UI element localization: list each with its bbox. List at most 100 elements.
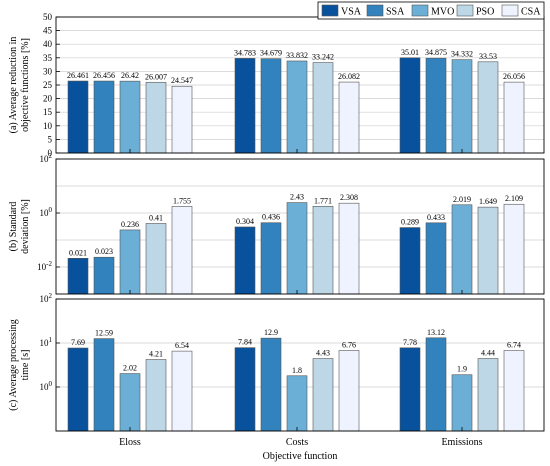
data-label: 2.109 xyxy=(505,194,523,203)
bar-csa-emissions xyxy=(503,203,525,295)
bar-mvo-emissions xyxy=(451,59,473,154)
bar-ssa-eloss xyxy=(93,80,115,154)
bar-mvo-eloss xyxy=(119,80,141,154)
bar-vsa-eloss xyxy=(67,258,89,295)
bar-pso-emissions xyxy=(477,358,499,432)
bar-pso-emissions xyxy=(477,206,499,295)
bar-csa-emissions xyxy=(503,350,525,432)
data-label: 0.289 xyxy=(401,218,419,227)
y-axis-label-line: deviation [%] xyxy=(20,199,31,254)
data-label: 7.84 xyxy=(238,338,252,347)
bar-csa-costs xyxy=(338,202,360,295)
bar-mvo-costs xyxy=(286,60,308,154)
legend-label: VSA xyxy=(341,7,362,18)
legend-label: PSO xyxy=(476,7,494,18)
bar-ssa-costs xyxy=(260,58,282,154)
y-tick-label: 102 xyxy=(40,292,53,304)
bar-pso-eloss xyxy=(145,359,167,432)
legend-label: MVO xyxy=(431,7,454,18)
bar-pso-costs xyxy=(312,358,334,432)
y-tick-label: 45 xyxy=(43,26,53,36)
legend-swatch xyxy=(321,4,339,17)
y-axis-label: (b) Standarddeviation [%] xyxy=(8,199,31,254)
y-tick-label: 50 xyxy=(43,12,53,22)
y-tick-label: 40 xyxy=(43,39,53,49)
bar-vsa-costs xyxy=(234,226,256,295)
data-label: 26.082 xyxy=(338,72,360,81)
data-label: 6.74 xyxy=(507,341,521,350)
data-label: 33.832 xyxy=(286,51,308,60)
bar-pso-emissions xyxy=(477,61,499,154)
legend-swatch xyxy=(411,4,429,17)
bar-pso-eloss xyxy=(145,81,167,154)
y-tick-label: 20 xyxy=(43,94,53,104)
y-tick-label: 0 xyxy=(48,148,53,158)
data-label: 1.9 xyxy=(457,365,467,374)
bar-ssa-emissions xyxy=(425,57,447,154)
data-label: 24.547 xyxy=(171,76,193,85)
bar-mvo-emissions xyxy=(451,204,473,295)
y-tick-label: 30 xyxy=(43,66,53,76)
y-tick-label: 10-2 xyxy=(37,260,52,272)
data-label: 6.54 xyxy=(175,341,189,350)
bar-ssa-emissions xyxy=(425,222,447,295)
data-label: 1.755 xyxy=(173,196,191,205)
bar-vsa-eloss xyxy=(67,80,89,154)
bar-vsa-emissions xyxy=(399,227,421,295)
data-label: 6.76 xyxy=(342,340,356,349)
data-label: 26.056 xyxy=(503,72,525,81)
data-label: 4.43 xyxy=(316,349,330,358)
bar-csa-eloss xyxy=(171,206,193,295)
bar-mvo-eloss xyxy=(119,373,141,432)
bar-pso-costs xyxy=(312,62,334,154)
data-label: 0.021 xyxy=(69,248,87,257)
data-label: 1.771 xyxy=(314,196,332,205)
data-label: 2.02 xyxy=(123,364,137,373)
bar-ssa-costs xyxy=(260,222,282,295)
data-label: 34.875 xyxy=(425,48,447,57)
bar-csa-eloss xyxy=(171,85,193,154)
data-label: 2.019 xyxy=(453,195,471,204)
data-label: 13.12 xyxy=(427,328,445,337)
y-axis-label: (a) Average reduction inobjective functi… xyxy=(8,37,31,134)
bar-vsa-costs xyxy=(234,58,256,154)
data-label: 2.308 xyxy=(340,193,358,202)
data-label: 33.53 xyxy=(479,52,497,61)
data-label: 0.236 xyxy=(121,220,139,229)
data-label: 12.9 xyxy=(264,328,278,337)
bar-ssa-eloss xyxy=(93,338,115,432)
y-tick-label: 101 xyxy=(40,336,53,348)
y-axis-label: (c) Average processingtime [s] xyxy=(8,319,31,410)
panel-b: 10-2 100 102 0.021 0.304 0.289 0.023 0.436 0.433… xyxy=(8,152,545,295)
legend-label: SSA xyxy=(386,7,405,18)
legend-swatch xyxy=(456,4,474,17)
y-tick-label: 15 xyxy=(43,107,53,117)
bar-pso-eloss xyxy=(145,223,167,295)
bar-mvo-emissions xyxy=(451,374,473,432)
data-label: 2.43 xyxy=(290,193,304,202)
y-axis-label-line: time [s] xyxy=(20,350,31,381)
y-tick-label: 10 xyxy=(43,121,53,131)
data-label: 4.21 xyxy=(149,350,163,359)
data-label: 12.59 xyxy=(95,329,113,338)
data-label: 34.332 xyxy=(451,50,473,59)
y-tick-label: 102 xyxy=(40,152,53,164)
y-axis-label-line: (a) Average reduction in xyxy=(8,37,19,134)
data-label: 26.007 xyxy=(145,72,167,81)
panel-a: 0 5 10 15 20 25 30 35 40 45 50 26.461 34.783 35.01 26.… xyxy=(8,12,545,158)
data-label: 1.8 xyxy=(292,366,302,375)
data-label: 7.69 xyxy=(71,338,85,347)
bar-csa-eloss xyxy=(171,350,193,432)
y-axis-label-line: (c) Average processing xyxy=(8,319,19,410)
data-label: 35.01 xyxy=(401,48,419,57)
bar-vsa-emissions xyxy=(399,347,421,432)
data-label: 7.78 xyxy=(403,338,417,347)
data-label: 34.679 xyxy=(260,49,282,58)
bar-vsa-emissions xyxy=(399,57,421,154)
x-tick-label: Costs xyxy=(286,437,308,448)
y-tick-label: 100 xyxy=(40,380,53,392)
legend-label: CSA xyxy=(521,7,541,18)
bar-csa-costs xyxy=(338,350,360,432)
legend: VSA SSA MVO PSO CSA xyxy=(317,1,545,20)
